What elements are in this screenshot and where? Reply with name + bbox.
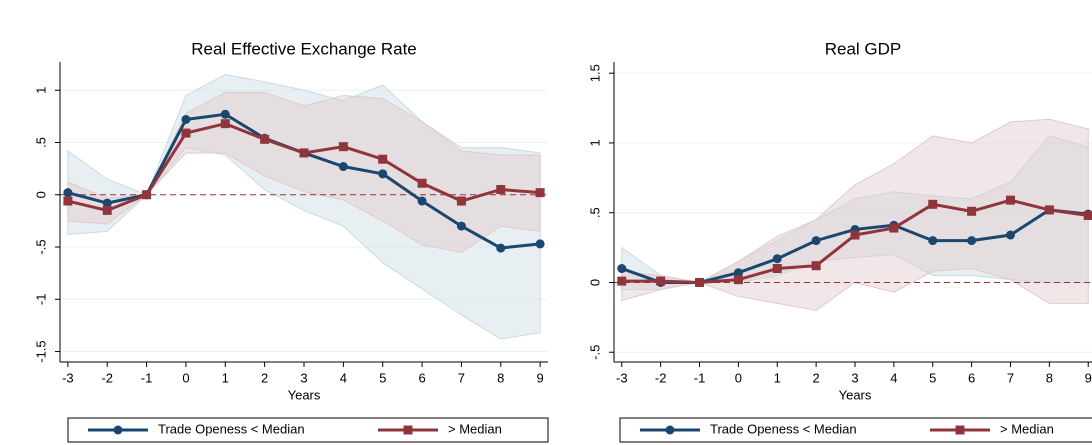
y-tick-label: -1 bbox=[33, 294, 48, 306]
marker bbox=[733, 275, 743, 285]
marker bbox=[63, 188, 73, 198]
marker bbox=[967, 206, 977, 216]
marker bbox=[378, 154, 388, 164]
marker bbox=[338, 162, 348, 172]
x-tick-label: 0 bbox=[182, 370, 189, 385]
marker bbox=[772, 254, 782, 264]
marker bbox=[617, 276, 627, 286]
marker bbox=[181, 128, 191, 138]
x-tick-label: 3 bbox=[300, 370, 307, 385]
marker bbox=[496, 185, 506, 195]
marker bbox=[928, 199, 938, 209]
legend-marker bbox=[665, 425, 675, 435]
legend-marker bbox=[403, 425, 413, 435]
x-tick-label: 6 bbox=[418, 370, 425, 385]
marker bbox=[220, 119, 230, 129]
marker bbox=[417, 178, 427, 188]
chart-title: Real Effective Exchange Rate bbox=[191, 39, 417, 58]
x-axis-label: Years bbox=[288, 387, 321, 402]
x-tick-label: 5 bbox=[929, 370, 936, 385]
marker bbox=[102, 205, 112, 215]
y-tick-label: .5 bbox=[33, 137, 48, 148]
x-tick-label: 9 bbox=[537, 370, 544, 385]
legend-label: > Median bbox=[448, 421, 502, 436]
marker bbox=[535, 188, 545, 198]
marker bbox=[496, 243, 506, 253]
confidence-band bbox=[67, 91, 541, 253]
marker bbox=[967, 236, 977, 246]
marker bbox=[850, 230, 860, 240]
x-tick-label: -1 bbox=[694, 370, 706, 385]
y-tick-label: 0 bbox=[33, 191, 48, 198]
y-tick-label: -.5 bbox=[587, 345, 602, 360]
x-tick-label: 5 bbox=[379, 370, 386, 385]
x-tick-label: 4 bbox=[340, 370, 347, 385]
legend-marker bbox=[955, 425, 965, 435]
confidence-band bbox=[67, 74, 541, 340]
x-tick-label: 6 bbox=[968, 370, 975, 385]
marker bbox=[417, 196, 427, 206]
x-tick-label: 3 bbox=[851, 370, 858, 385]
marker bbox=[1005, 195, 1015, 205]
x-tick-label: -3 bbox=[62, 370, 74, 385]
marker bbox=[260, 134, 270, 144]
y-tick-label: 1 bbox=[587, 139, 602, 146]
chart-panel: Real GDP -.5 0 .5 1 1.5 -3 -2 -1 0 1 2 3 4 5 6 7 8 9 Years T… bbox=[587, 39, 1092, 443]
marker bbox=[811, 261, 821, 271]
x-tick-label: 2 bbox=[261, 370, 268, 385]
y-tick-label: 1 bbox=[33, 87, 48, 94]
legend-label: > Median bbox=[1000, 421, 1054, 436]
marker bbox=[102, 198, 112, 208]
marker bbox=[617, 264, 627, 274]
y-tick-label: -1.5 bbox=[33, 340, 48, 362]
y-tick-label: 0 bbox=[587, 279, 602, 286]
x-tick-label: -2 bbox=[655, 370, 667, 385]
x-tick-label: 8 bbox=[1046, 370, 1053, 385]
x-tick-label: 7 bbox=[1007, 370, 1014, 385]
marker bbox=[142, 190, 152, 200]
x-tick-label: -1 bbox=[141, 370, 153, 385]
marker bbox=[220, 109, 230, 119]
x-tick-label: -3 bbox=[616, 370, 628, 385]
marker bbox=[889, 223, 899, 233]
x-tick-label: 8 bbox=[497, 370, 504, 385]
confidence-band bbox=[621, 118, 1089, 311]
marker bbox=[456, 196, 466, 206]
y-tick-label: 1.5 bbox=[587, 64, 602, 82]
x-tick-label: 1 bbox=[774, 370, 781, 385]
marker bbox=[772, 264, 782, 274]
marker bbox=[695, 277, 705, 287]
y-tick-label: -.5 bbox=[33, 239, 48, 254]
marker bbox=[811, 236, 821, 246]
x-tick-label: -2 bbox=[101, 370, 113, 385]
marker bbox=[1083, 210, 1092, 220]
marker bbox=[378, 169, 388, 179]
x-tick-label: 7 bbox=[458, 370, 465, 385]
legend-label: Trade Openess < Median bbox=[710, 421, 857, 436]
y-tick-label: .5 bbox=[587, 207, 602, 218]
marker bbox=[1005, 230, 1015, 240]
x-axis-label: Years bbox=[839, 387, 872, 402]
x-tick-label: 1 bbox=[222, 370, 229, 385]
marker bbox=[181, 114, 191, 124]
legend-label: Trade Openess < Median bbox=[158, 421, 305, 436]
x-tick-label: 2 bbox=[813, 370, 820, 385]
chart-title: Real GDP bbox=[825, 39, 902, 58]
x-tick-label: 4 bbox=[890, 370, 897, 385]
marker bbox=[928, 236, 938, 246]
chart-panel: Real Effective Exchange Rate -1.5 -1 -.5 0 .5… bbox=[33, 39, 549, 443]
x-tick-label: 0 bbox=[735, 370, 742, 385]
marker bbox=[338, 142, 348, 152]
marker bbox=[456, 221, 466, 231]
marker bbox=[63, 196, 73, 206]
marker bbox=[299, 148, 309, 158]
x-tick-label: 9 bbox=[1085, 370, 1092, 385]
legend-marker bbox=[113, 425, 123, 435]
marker bbox=[535, 239, 545, 249]
marker bbox=[1044, 205, 1054, 215]
marker bbox=[656, 276, 666, 286]
marker bbox=[733, 268, 743, 278]
